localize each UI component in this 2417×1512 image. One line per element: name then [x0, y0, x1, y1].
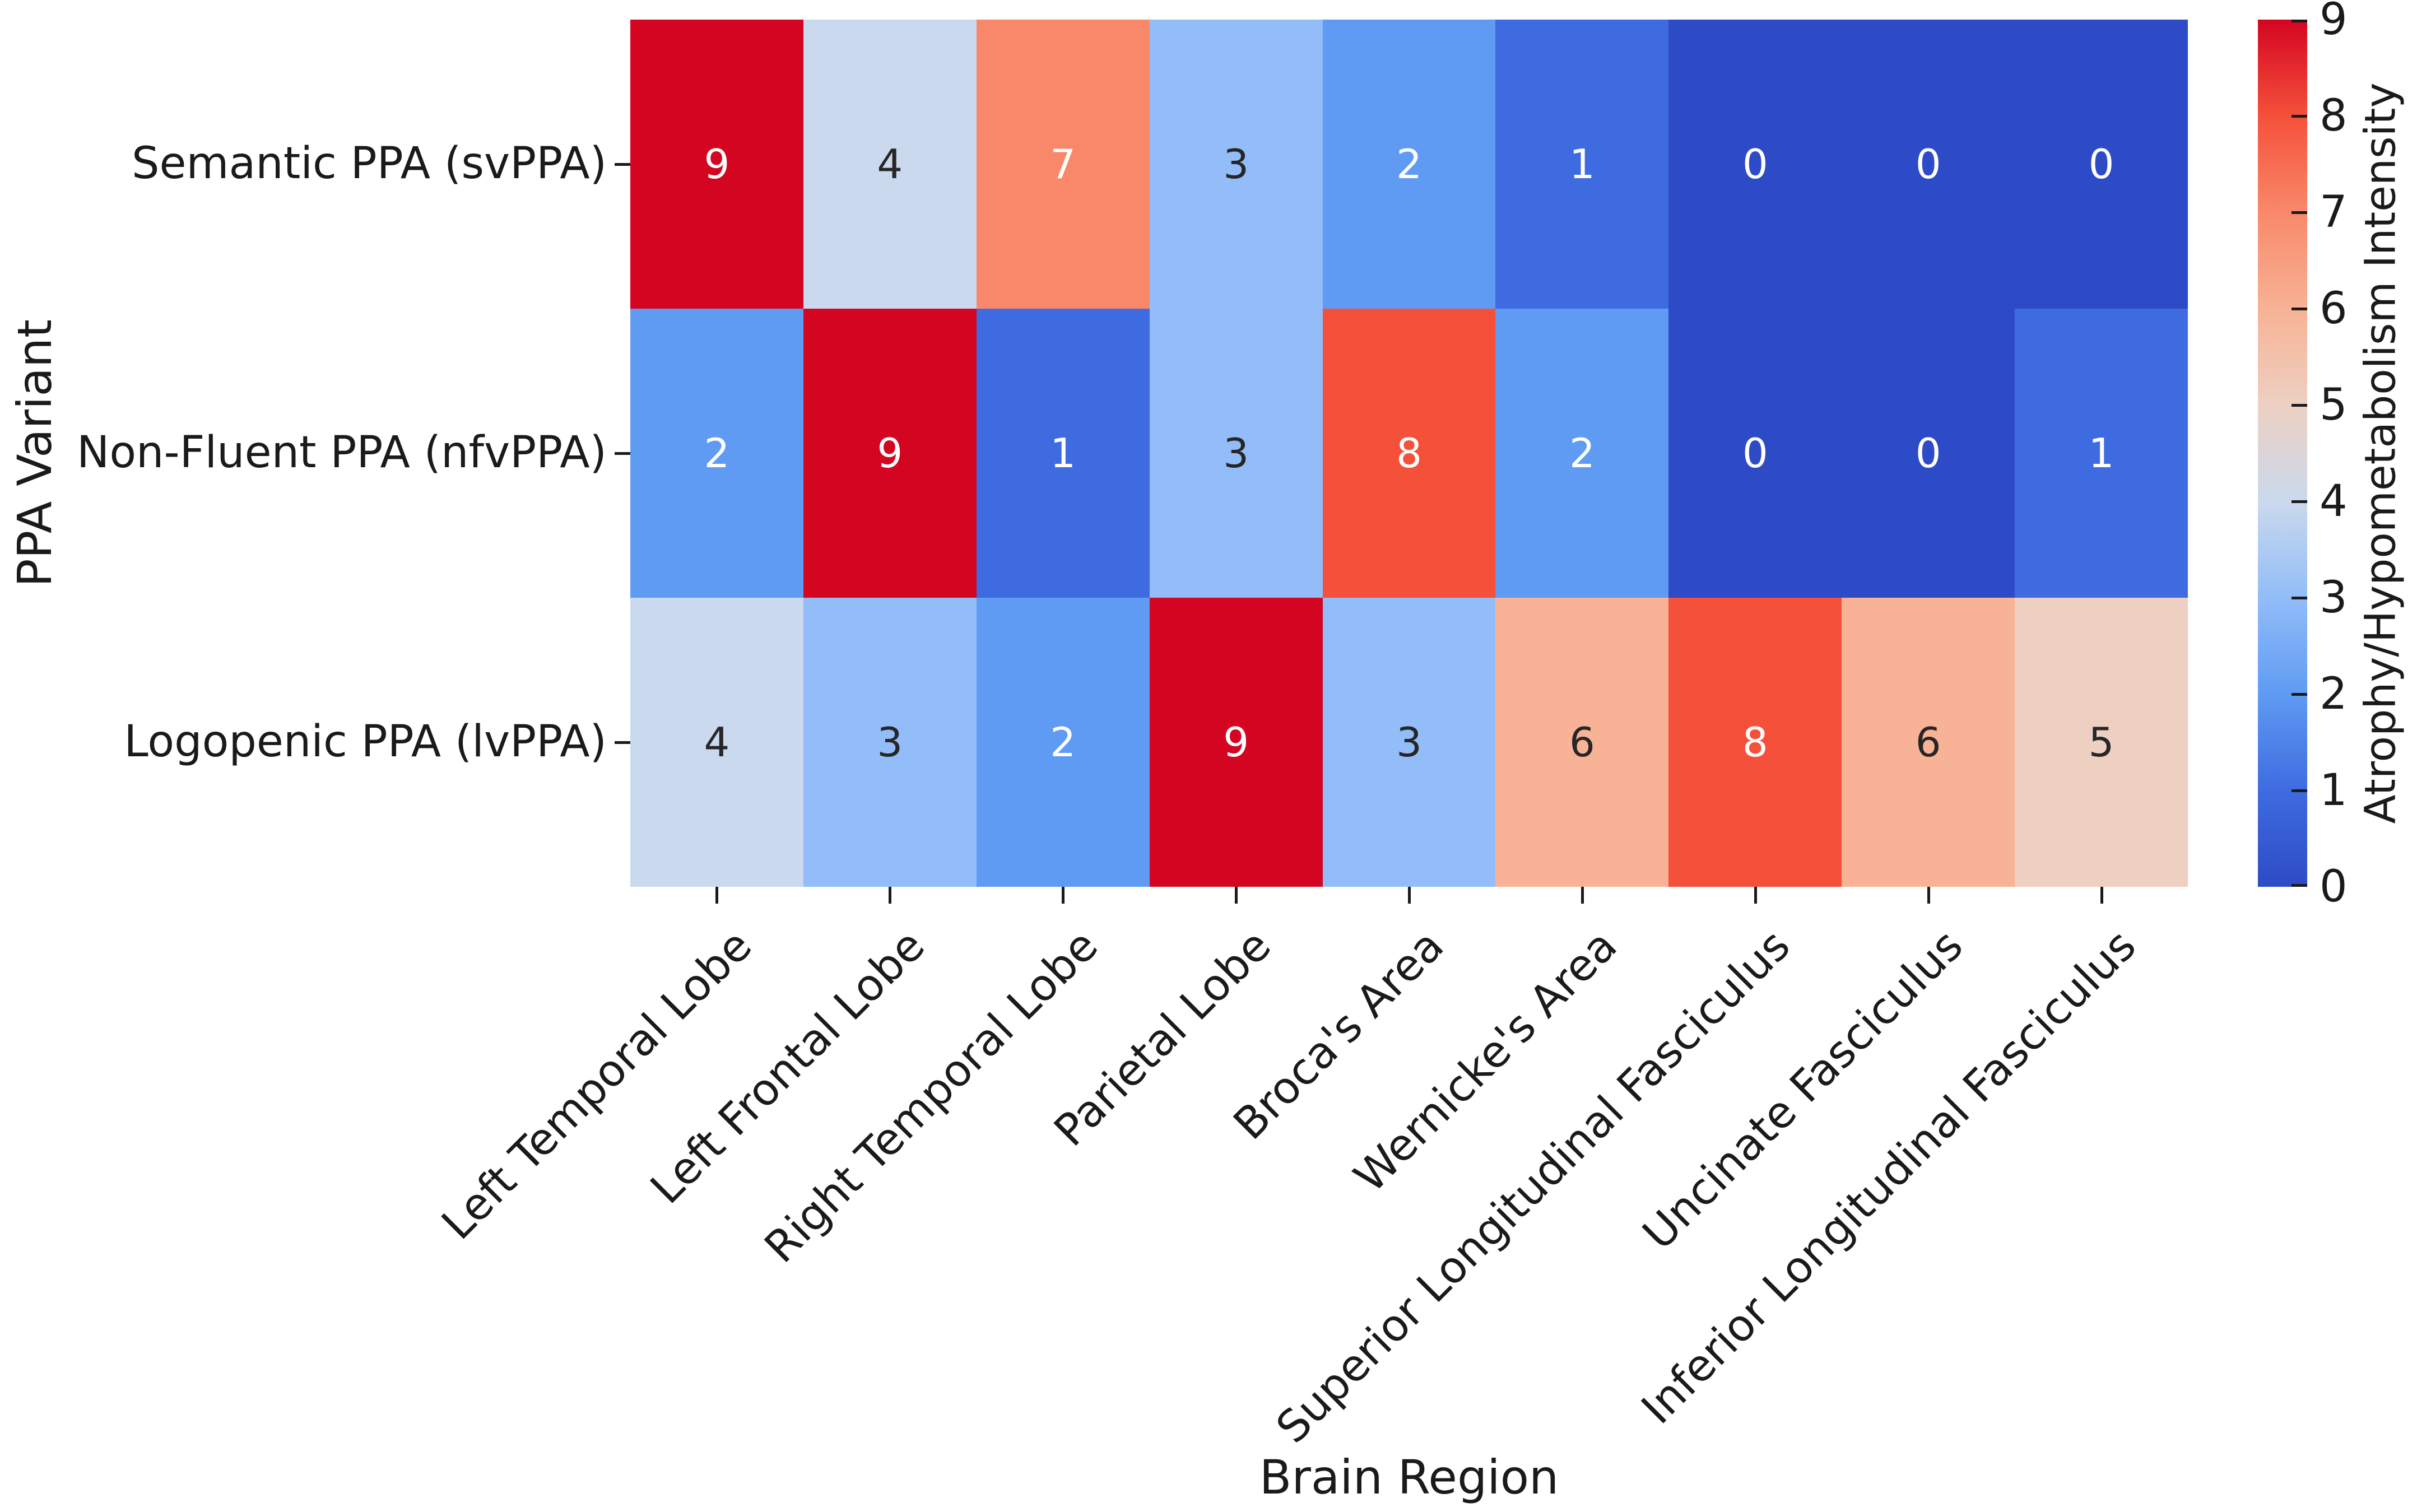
cell-value: 0 — [1742, 430, 1768, 477]
colorbar-tick-label: 6 — [2320, 283, 2348, 334]
colorbar-tick-label: 8 — [2320, 91, 2348, 141]
cell-value: 3 — [1223, 141, 1249, 188]
colorbar-tick-mark — [2291, 500, 2307, 503]
cell-value: 9 — [877, 430, 903, 477]
cell-value: 8 — [1396, 430, 1422, 477]
heatmap-cell: 3 — [1149, 20, 1323, 309]
heatmap-cell: 4 — [803, 20, 977, 309]
colorbar-tick-mark — [2291, 404, 2307, 407]
heatmap-cell: 0 — [2015, 20, 2188, 309]
heatmap-cell: 9 — [630, 20, 803, 309]
x-tick-mark — [715, 887, 719, 904]
heatmap-cell: 8 — [1668, 598, 1842, 887]
cell-value: 6 — [1915, 719, 1941, 766]
cell-value: 2 — [704, 430, 730, 477]
heatmap-cell: 5 — [2015, 598, 2188, 887]
colorbar-tick-mark — [2291, 597, 2307, 599]
heatmap-cell: 3 — [1149, 309, 1323, 598]
heatmap-cell: 1 — [2015, 309, 2188, 598]
y-tick-label: Logopenic PPA (lvPPA) — [124, 717, 607, 767]
heatmap-cell: 8 — [1322, 309, 1496, 598]
cell-value: 2 — [1396, 141, 1422, 188]
cell-value: 9 — [1223, 719, 1249, 766]
heatmap-grid: 9 4 7 3 2 1 0 0 0 2 9 1 3 8 2 0 0 1 4 3 2 9 3 6 8 6 5 — [630, 20, 2188, 887]
x-tick-mark — [1235, 887, 1238, 904]
heatmap-cell: 2 — [1495, 309, 1669, 598]
colorbar-tick-mark — [2291, 115, 2307, 118]
colorbar-tick-label: 5 — [2320, 380, 2348, 430]
x-tick-mark — [1581, 887, 1584, 904]
heatmap-cell: 0 — [1668, 20, 1842, 309]
colorbar-tick-mark — [2291, 211, 2307, 214]
cell-value: 1 — [1569, 141, 1595, 188]
y-tick-mark — [615, 741, 630, 744]
colorbar-tick-mark — [2291, 20, 2307, 22]
cell-value: 1 — [2088, 430, 2114, 477]
y-tick-label: Non-Fluent PPA (nfvPPA) — [76, 427, 607, 478]
cell-value: 0 — [1915, 141, 1941, 188]
cell-value: 5 — [2088, 719, 2114, 766]
heatmap-cell: 0 — [1668, 309, 1842, 598]
heatmap-cell: 9 — [803, 309, 977, 598]
colorbar-gradient — [2258, 20, 2307, 887]
colorbar-tick-mark — [2291, 308, 2307, 310]
y-tick-label: Semantic PPA (svPPA) — [132, 138, 607, 189]
heatmap-cell: 1 — [1495, 20, 1669, 309]
cell-value: 3 — [877, 719, 903, 766]
heatmap-cell: 3 — [803, 598, 977, 887]
heatmap-cell: 4 — [630, 598, 803, 887]
heatmap-cell: 1 — [976, 309, 1150, 598]
heatmap-cell: 2 — [1322, 20, 1496, 309]
heatmap-cell: 6 — [1842, 598, 2015, 887]
heatmap-cell: 7 — [976, 20, 1150, 309]
x-tick-mark — [1754, 887, 1757, 904]
cell-value: 2 — [1050, 719, 1076, 766]
colorbar-tick-mark — [2291, 884, 2307, 887]
x-tick-mark — [1927, 887, 1930, 904]
cell-value: 8 — [1742, 719, 1768, 766]
heatmap-cell: 9 — [1149, 598, 1323, 887]
y-tick-mark — [615, 163, 630, 166]
cell-value: 0 — [2088, 141, 2114, 188]
cell-value: 9 — [704, 141, 730, 188]
colorbar-tick-label: 4 — [2320, 476, 2348, 527]
heatmap-cell: 2 — [976, 598, 1150, 887]
cell-value: 0 — [1742, 141, 1768, 188]
x-tick-mark — [889, 887, 892, 904]
x-tick-mark — [1408, 887, 1411, 904]
x-tick-mark — [1062, 887, 1065, 904]
cell-value: 2 — [1569, 430, 1595, 477]
y-tick-mark — [615, 452, 630, 455]
x-axis-label: Brain Region — [1259, 1450, 1559, 1505]
cell-value: 7 — [1050, 141, 1076, 188]
colorbar-tick-mark — [2291, 789, 2307, 792]
cell-value: 0 — [1915, 430, 1941, 477]
colorbar-tick-mark — [2291, 693, 2307, 696]
cell-value: 1 — [1050, 430, 1076, 477]
x-tick-mark — [2100, 887, 2103, 904]
cell-value: 4 — [877, 141, 903, 188]
cell-value: 4 — [704, 719, 730, 766]
cell-value: 3 — [1223, 430, 1249, 477]
heatmap-cell: 6 — [1495, 598, 1669, 887]
heatmap-cell: 0 — [1842, 20, 2015, 309]
cell-value: 6 — [1569, 719, 1595, 766]
heatmap-cell: 2 — [630, 309, 803, 598]
colorbar-tick-label: 9 — [2320, 0, 2348, 45]
colorbar-tick-label: 7 — [2320, 187, 2348, 238]
colorbar-tick-label: 3 — [2320, 573, 2348, 623]
cell-value: 3 — [1396, 719, 1422, 766]
heatmap-cell: 0 — [1842, 309, 2015, 598]
colorbar-tick-label: 0 — [2320, 862, 2348, 912]
colorbar-tick-label: 2 — [2320, 669, 2348, 719]
colorbar-tick-label: 1 — [2320, 765, 2348, 816]
heatmap-cell: 3 — [1322, 598, 1496, 887]
